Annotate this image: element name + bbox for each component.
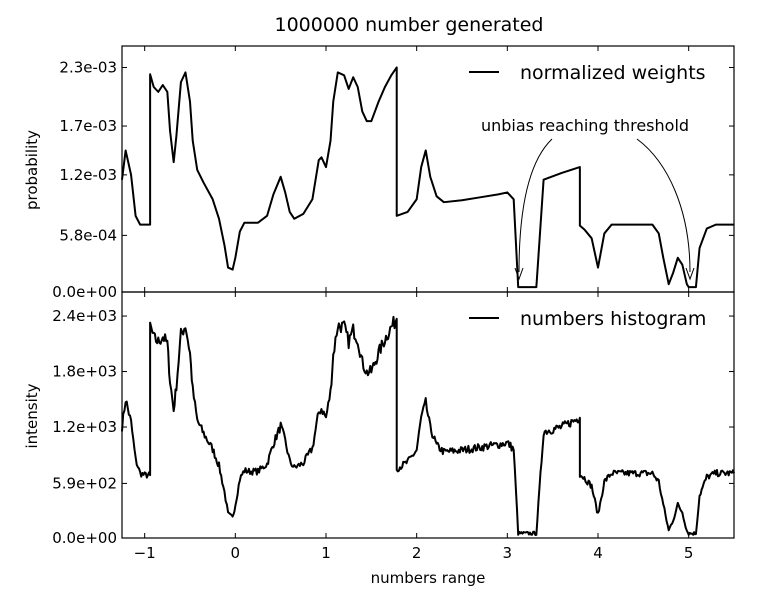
annotation-arrow-left [518,138,553,273]
top-y-tick-label: 0.0e+00 [52,283,117,301]
top-legend-label: normalized weights [520,62,706,84]
numbers-histogram-line [121,315,735,536]
bottom-x-tick-label: 5 [684,544,694,562]
bottom-legend-label: numbers histogram [520,308,706,330]
annotation-arrowhead-right [685,267,695,281]
top-y-label: probability [23,130,41,210]
bottom-y-tick-label: 2.4e+03 [52,307,117,325]
bottom-panel: 0.0e+00 5.9e+02 1.2e+03 1.8e+03 2.4e+03 −1 0 1… [23,291,735,587]
bottom-y-tick-label: 5.9e+02 [52,474,117,492]
bottom-x-label: numbers range [371,569,486,587]
top-panel: 0.0e+00 5.8e-04 1.2e-03 1.7e-03 2.3e-03 prob… [23,45,735,301]
top-y-tick-label: 2.3e-03 [59,58,117,76]
bottom-y-label: intensity [23,383,41,448]
bottom-plot-frame [121,291,735,539]
normalized-weights-line [121,66,734,289]
top-y-tick-label: 1.2e-03 [59,166,117,184]
bottom-x-tick-label: 2 [412,544,422,562]
bottom-legend: numbers histogram [469,308,706,330]
bottom-y-ticks: 0.0e+00 5.9e+02 1.2e+03 1.8e+03 2.4e+03 [52,307,734,547]
bottom-y-tick-label: 1.2e+03 [52,418,117,436]
bottom-y-tick-label: 1.8e+03 [52,363,117,381]
annotation-text: unbias reaching threshold [481,116,689,135]
bottom-x-ticks: −1 0 1 2 3 4 5 [134,292,694,562]
bottom-y-tick-label: 0.0e+00 [52,529,117,547]
annotation-arrow-right [636,138,691,273]
annotation-arrowhead-left [514,267,524,281]
threshold-annotation: unbias reaching threshold [481,116,695,281]
chart-title: 1000000 number generated [275,14,544,36]
bottom-x-tick-label: 0 [231,544,241,562]
bottom-x-tick-label: 3 [503,544,513,562]
top-y-tick-label: 5.8e-04 [59,226,117,244]
top-legend: normalized weights [469,62,706,84]
bottom-x-tick-label: 1 [321,544,331,562]
top-y-ticks: 0.0e+00 5.8e-04 1.2e-03 1.7e-03 2.3e-03 [52,58,734,301]
bottom-x-tick-label: −1 [134,544,156,562]
top-y-tick-label: 1.7e-03 [59,117,117,135]
bottom-x-tick-label: 4 [593,544,603,562]
